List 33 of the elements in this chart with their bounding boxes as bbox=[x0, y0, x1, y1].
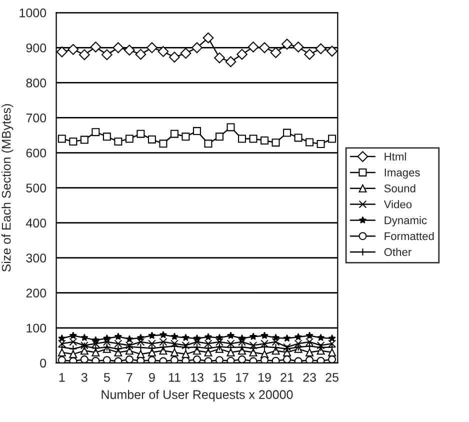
y-tick-label: 600 bbox=[26, 148, 46, 158]
y-tick-label: 900 bbox=[26, 43, 46, 52]
y-tick-label: 500 bbox=[26, 184, 46, 192]
legend-label: Images bbox=[384, 168, 420, 179]
y-tick-label: 200 bbox=[26, 288, 46, 298]
x-tick-label: 19 bbox=[258, 372, 271, 382]
x-tick-label: 15 bbox=[213, 373, 226, 382]
legend-label: Formatted bbox=[384, 232, 434, 240]
y-tick-label: 1000 bbox=[20, 8, 46, 18]
y-tick-label: 0 bbox=[40, 358, 46, 368]
y-axis-title: Size of Each Section (MBytes) bbox=[2, 104, 14, 272]
legend-label: Sound bbox=[384, 184, 416, 192]
x-tick-label: 5 bbox=[104, 373, 110, 382]
x-tick-label: 3 bbox=[81, 372, 88, 382]
legend-label: Dynamic bbox=[384, 216, 427, 226]
legend-label: Other bbox=[384, 248, 412, 256]
x-axis-title: Number of User Requests x 20000 bbox=[102, 390, 293, 402]
y-tick-label: 800 bbox=[26, 78, 46, 88]
x-tick-label: 21 bbox=[280, 372, 294, 382]
legend-label: Html bbox=[384, 152, 406, 161]
y-tick-label: 100 bbox=[26, 324, 46, 333]
x-tick-label: 1 bbox=[59, 373, 65, 382]
x-tick-label: 17 bbox=[236, 373, 248, 382]
x-tick-label: 13 bbox=[190, 372, 204, 382]
x-tick-label: 9 bbox=[149, 372, 155, 382]
x-tick-label: 7 bbox=[126, 373, 132, 382]
x-tick-label: 11 bbox=[168, 373, 180, 382]
y-tick-label: 300 bbox=[26, 254, 46, 262]
x-tick-label: 25 bbox=[326, 372, 338, 382]
legend-label: Video bbox=[384, 200, 412, 208]
x-tick-label: 23 bbox=[303, 372, 316, 382]
y-tick-label: 700 bbox=[26, 114, 46, 122]
y-tick-label: 400 bbox=[26, 218, 46, 228]
